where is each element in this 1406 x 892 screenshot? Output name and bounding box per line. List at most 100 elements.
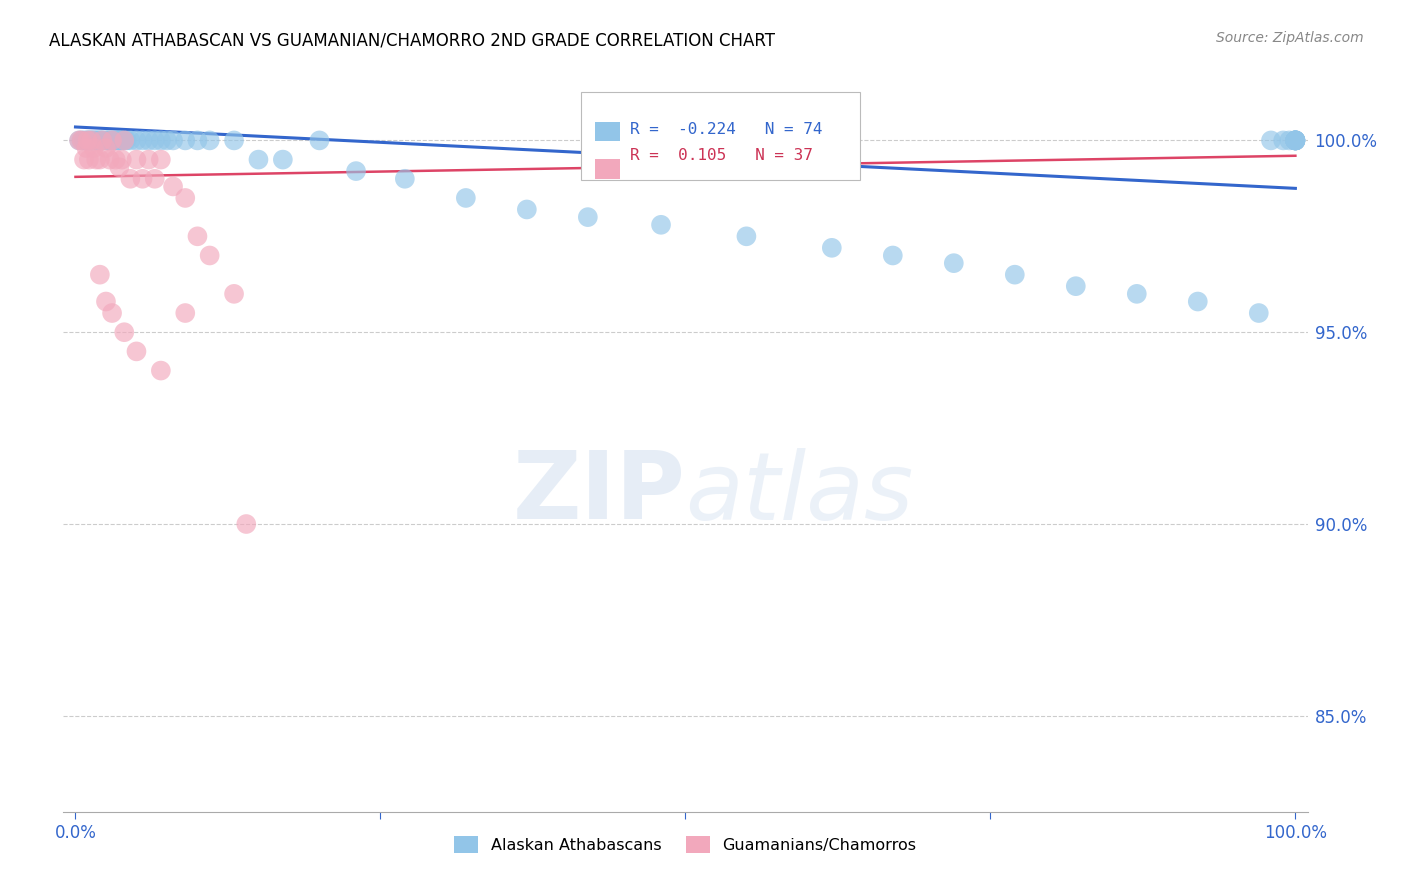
Point xyxy=(1004,268,1026,282)
Point xyxy=(1247,306,1270,320)
Point xyxy=(80,133,103,147)
Point xyxy=(198,248,221,262)
Point xyxy=(271,153,294,167)
Point xyxy=(156,133,179,147)
Point xyxy=(98,133,121,147)
Point xyxy=(149,363,172,377)
Point xyxy=(111,153,134,167)
Point xyxy=(138,133,160,147)
Point xyxy=(1284,133,1306,147)
Point xyxy=(103,133,125,147)
Point xyxy=(94,141,117,155)
Point xyxy=(1126,286,1149,301)
Point xyxy=(1284,133,1306,147)
Text: ZIP: ZIP xyxy=(513,448,686,540)
Point xyxy=(131,171,153,186)
Point xyxy=(394,171,416,186)
Point xyxy=(75,141,97,155)
Point xyxy=(76,133,98,147)
Point xyxy=(149,153,172,167)
Point xyxy=(1284,133,1306,147)
Point xyxy=(75,133,97,147)
Point xyxy=(115,133,138,147)
Point xyxy=(942,256,965,270)
Point xyxy=(821,241,844,255)
Point xyxy=(108,133,131,147)
Point xyxy=(77,133,100,147)
Point xyxy=(125,344,148,359)
Point xyxy=(125,133,148,147)
Point xyxy=(89,153,111,167)
Point xyxy=(186,229,208,244)
Text: ALASKAN ATHABASCAN VS GUAMANIAN/CHAMORRO 2ND GRADE CORRELATION CHART: ALASKAN ATHABASCAN VS GUAMANIAN/CHAMORRO… xyxy=(49,31,775,49)
Point xyxy=(576,210,599,224)
Point xyxy=(138,153,160,167)
Point xyxy=(77,153,100,167)
Point xyxy=(235,516,257,531)
Point xyxy=(84,133,107,147)
Point xyxy=(186,133,208,147)
Text: R =  -0.224   N = 74: R = -0.224 N = 74 xyxy=(630,122,823,137)
Point xyxy=(101,306,124,320)
Point xyxy=(112,133,135,147)
Point xyxy=(73,133,96,147)
Point xyxy=(308,133,330,147)
Point xyxy=(98,153,121,167)
Point xyxy=(162,133,184,147)
Text: atlas: atlas xyxy=(686,448,914,539)
Point xyxy=(107,133,129,147)
Point xyxy=(650,218,672,232)
Point xyxy=(101,133,124,147)
Point xyxy=(67,133,90,147)
Point xyxy=(247,153,270,167)
Point xyxy=(82,133,104,147)
Point xyxy=(198,133,221,147)
Point xyxy=(67,133,90,147)
Point xyxy=(344,164,367,178)
Point xyxy=(90,133,112,147)
Point xyxy=(143,133,166,147)
Text: R =  0.105   N = 37: R = 0.105 N = 37 xyxy=(630,147,813,162)
Point xyxy=(131,133,153,147)
Point xyxy=(1064,279,1087,293)
Point xyxy=(104,133,127,147)
Text: Source: ZipAtlas.com: Source: ZipAtlas.com xyxy=(1216,31,1364,45)
Point xyxy=(222,133,245,147)
Point xyxy=(516,202,538,217)
Point xyxy=(110,133,132,147)
Point xyxy=(735,229,758,244)
Point xyxy=(89,268,111,282)
Point xyxy=(1284,133,1306,147)
Point xyxy=(1284,133,1306,147)
Point xyxy=(91,133,114,147)
Point xyxy=(149,133,172,147)
Point xyxy=(108,161,131,175)
Point xyxy=(1260,133,1282,147)
Point xyxy=(70,133,93,147)
Point xyxy=(84,153,107,167)
Point xyxy=(104,153,127,167)
Point xyxy=(87,133,110,147)
Point xyxy=(83,141,105,155)
Point xyxy=(120,171,142,186)
Point xyxy=(454,191,477,205)
Point xyxy=(76,133,98,147)
Point xyxy=(174,191,197,205)
Point xyxy=(97,133,120,147)
Point xyxy=(1284,133,1306,147)
Point xyxy=(162,179,184,194)
Point xyxy=(143,171,166,186)
Point xyxy=(86,133,108,147)
Point xyxy=(1272,133,1295,147)
Point xyxy=(96,133,118,147)
Point xyxy=(112,325,135,339)
Point xyxy=(73,153,96,167)
Point xyxy=(125,153,148,167)
Point xyxy=(91,133,114,147)
Point xyxy=(70,133,93,147)
Point xyxy=(174,133,197,147)
Point xyxy=(1278,133,1301,147)
Point xyxy=(222,286,245,301)
Point xyxy=(83,133,105,147)
Point xyxy=(174,306,197,320)
